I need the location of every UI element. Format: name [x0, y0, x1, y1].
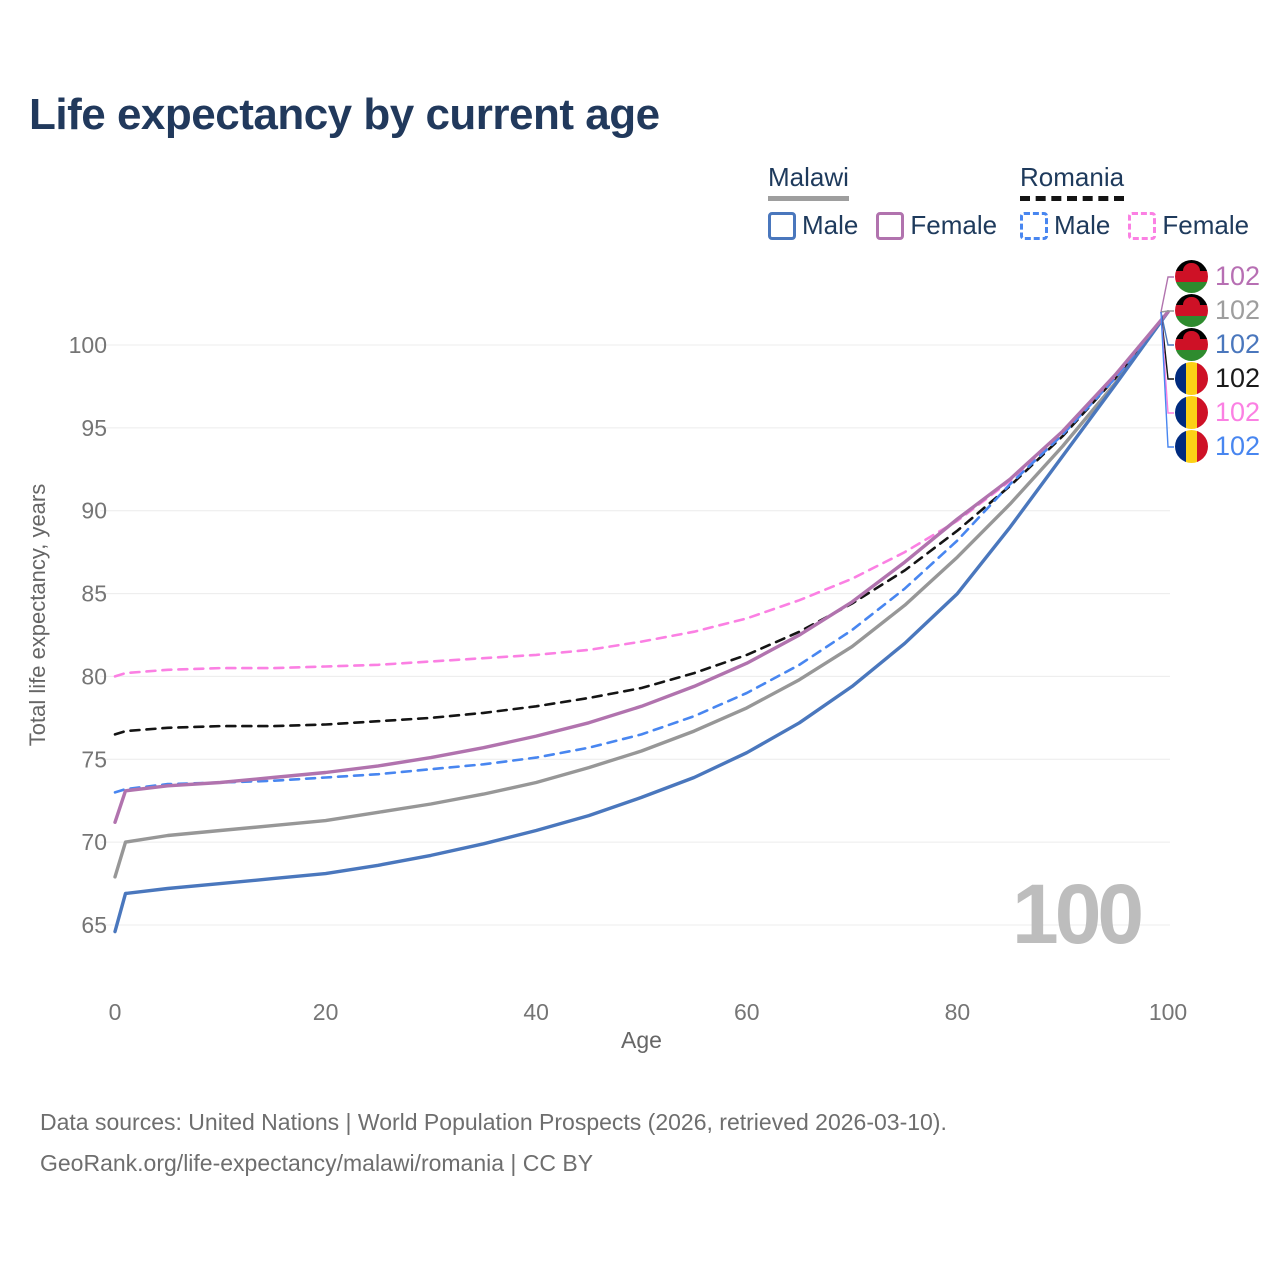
series-lines — [113, 310, 1170, 934]
end-value-label-romania-female: 102 — [1215, 397, 1261, 427]
romania-flag-icon — [1175, 430, 1208, 463]
malawi-sun-icon — [1183, 331, 1200, 339]
end-label-connectors — [1160, 276, 1174, 448]
legend-item-malawi-female[interactable]: Female — [876, 210, 997, 241]
y-tick-label: 65 — [81, 912, 107, 938]
series-line-romania-all — [113, 310, 1170, 736]
connector-malawi-all — [1160, 310, 1174, 313]
legend-group-romania: Romania Male Female — [1020, 162, 1267, 241]
x-tick-label: 80 — [945, 999, 971, 1025]
romania-female-swatch-icon — [1128, 211, 1157, 240]
legend-item-label: Female — [1162, 210, 1250, 240]
end-value-label-romania-all: 102 — [1215, 363, 1261, 393]
romania-male-swatch-icon — [1020, 211, 1048, 240]
malawi-female-swatch-icon — [876, 211, 905, 240]
end-label-row-malawi-female: 102 — [1175, 260, 1260, 293]
connector-romania-all — [1160, 311, 1174, 380]
x-axis-title: Age — [621, 1027, 662, 1053]
series-line-malawi-male — [113, 310, 1170, 934]
footer-attribution: GeoRank.org/life-expectancy/malawi/roman… — [40, 1150, 594, 1176]
series-line-romania-male — [113, 310, 1170, 794]
y-tick-label: 75 — [81, 746, 107, 772]
legend-item-malawi-male[interactable]: Male — [768, 210, 858, 241]
y-tick-label: 70 — [81, 829, 107, 855]
end-value-label-romania-male: 102 — [1215, 431, 1261, 461]
x-tick-label: 60 — [734, 999, 760, 1025]
end-label-row-malawi-all: 102 — [1175, 294, 1260, 327]
end-label-row-malawi-male: 102 — [1175, 328, 1260, 361]
legend-row-malawi: Male Female — [768, 210, 1015, 241]
malawi-flag-icon — [1175, 294, 1208, 327]
legend-item-label: Male — [1054, 210, 1111, 240]
page-title: Life expectancy by current age — [29, 90, 660, 139]
x-tick-label: 40 — [523, 999, 549, 1025]
legend-item-romania-female[interactable]: Female — [1128, 210, 1249, 241]
legend-group-malawi: Malawi Male Female — [768, 162, 1015, 241]
malawi-flag-icon — [1175, 328, 1208, 361]
y-tick-label: 95 — [81, 415, 107, 441]
romania-flag-icon — [1175, 396, 1208, 429]
end-label-row-romania-female: 102 — [1175, 396, 1260, 429]
end-label-row-romania-all: 102 — [1175, 362, 1260, 395]
series-line-romania-female — [113, 310, 1170, 678]
end-value-label-malawi-all: 102 — [1215, 295, 1261, 325]
end-label-row-romania-male: 102 — [1175, 430, 1260, 463]
y-tick-label: 90 — [81, 498, 107, 524]
connector-malawi-male — [1160, 311, 1174, 346]
end-value-label-malawi-male: 102 — [1215, 329, 1261, 359]
x-tick-label: 20 — [313, 999, 339, 1025]
y-tick-label: 100 — [69, 332, 107, 358]
gridlines: 65 70 75 80 85 90 95 100 — [69, 332, 1170, 938]
malawi-sun-icon — [1183, 297, 1200, 305]
malawi-sun-icon — [1183, 263, 1200, 271]
series-line-malawi-female — [113, 310, 1170, 824]
connector-romania-male — [1160, 311, 1174, 448]
y-axis-title: Total life expectancy, years — [25, 484, 50, 747]
series-line-malawi-all — [113, 310, 1170, 879]
romania-flag-icon — [1175, 362, 1208, 395]
y-tick-label: 80 — [81, 663, 107, 689]
legend-country-romania: Romania — [1020, 162, 1125, 201]
malawi-male-swatch-icon — [768, 211, 796, 240]
legend-item-romania-male[interactable]: Male — [1020, 210, 1110, 241]
legend-row-romania: Male Female — [1020, 210, 1267, 241]
footer: Data sources: United Nations | World Pop… — [40, 1102, 947, 1184]
x-tick-label: 0 — [109, 999, 122, 1025]
malawi-flag-icon — [1175, 260, 1208, 293]
age-counter-watermark: 100 — [1012, 867, 1144, 961]
axis-labels: 0 20 40 60 80 100 Age Total life expectancy, ye… — [25, 484, 1187, 1053]
y-tick-label: 85 — [81, 581, 107, 607]
footer-data-sources: Data sources: United Nations | World Pop… — [40, 1109, 947, 1135]
connector-malawi-female — [1160, 276, 1174, 313]
x-tick-label: 100 — [1149, 999, 1187, 1025]
legend-country-malawi: Malawi — [768, 162, 849, 201]
legend-item-label: Male — [802, 210, 859, 240]
end-value-label-malawi-female: 102 — [1215, 261, 1261, 291]
legend-item-label: Female — [910, 210, 998, 240]
